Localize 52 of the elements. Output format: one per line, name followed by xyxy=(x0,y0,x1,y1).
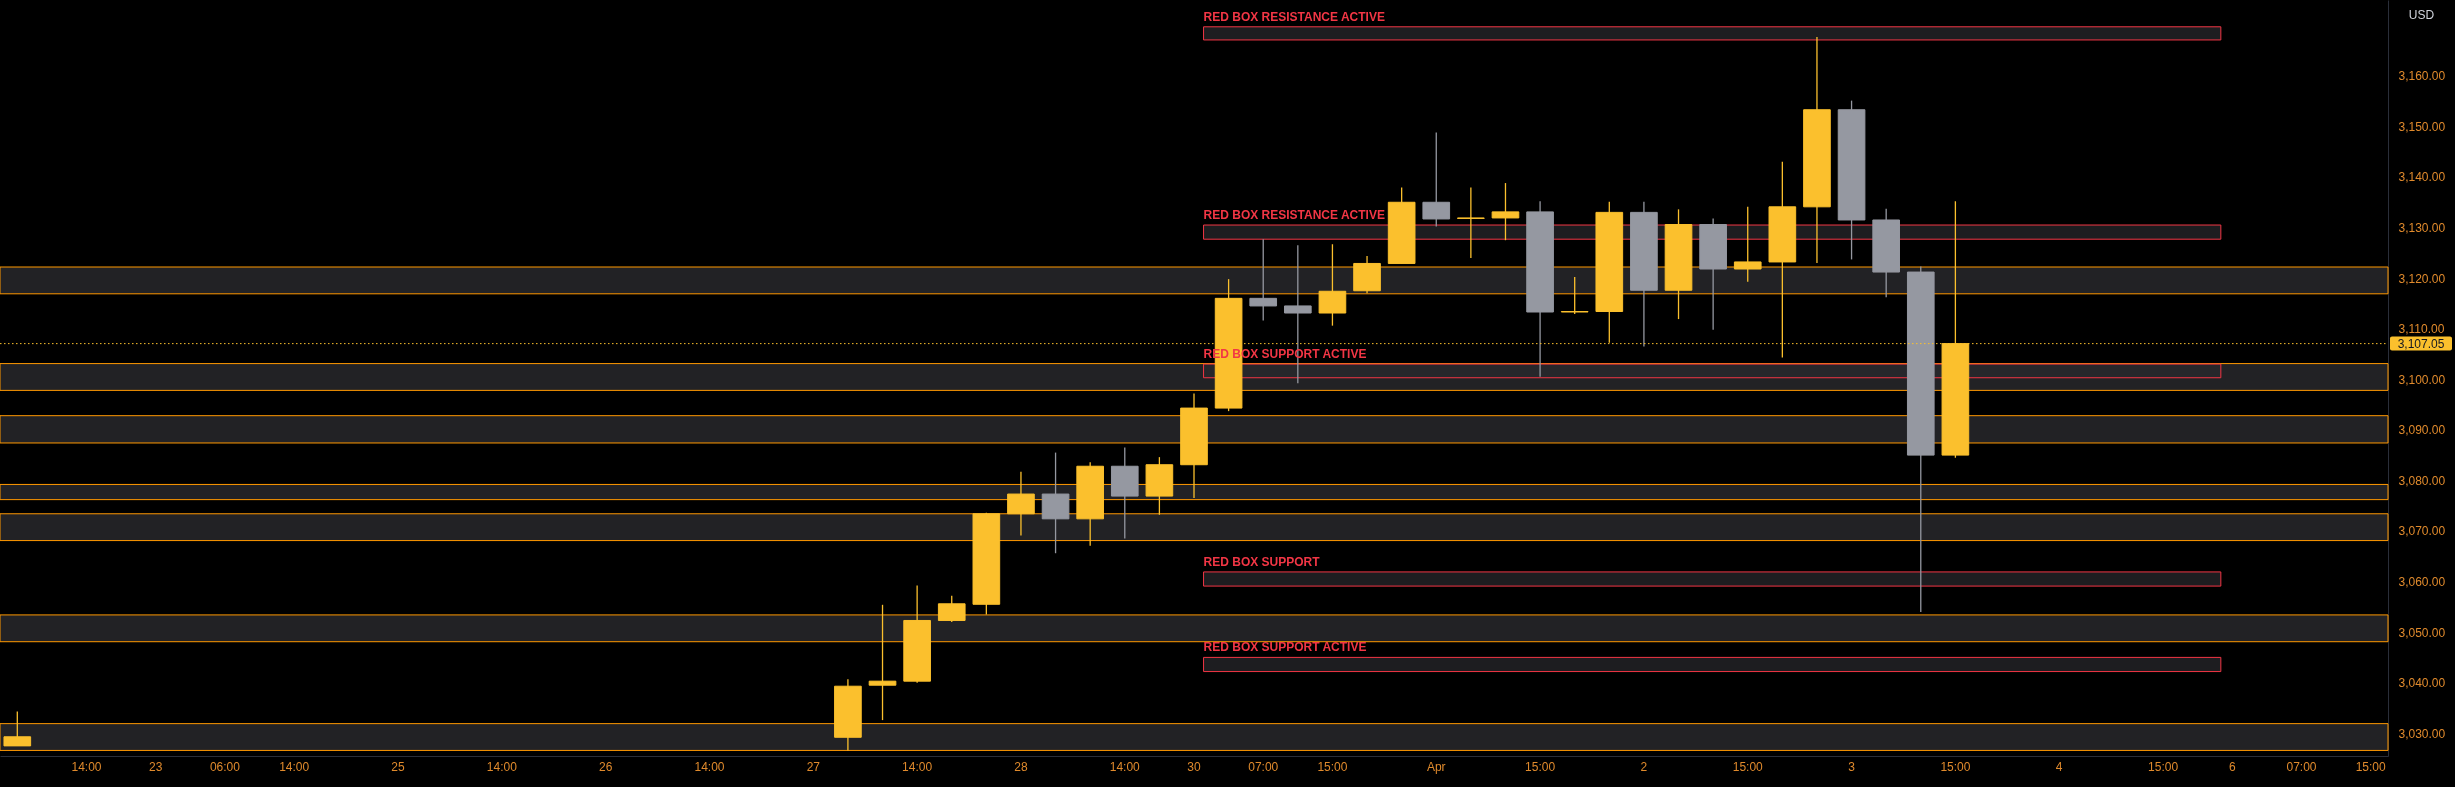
y-tick-label: 3,050.00 xyxy=(2398,625,2446,640)
y-tick-label: 3,070.00 xyxy=(2398,524,2446,539)
y-tick-label: 3,030.00 xyxy=(2398,726,2446,741)
candlestick xyxy=(868,604,897,721)
x-tick-label: 14:00 xyxy=(1109,759,1141,774)
y-tick-label: 3,080.00 xyxy=(2398,473,2446,488)
y-tick-label: 3,100.00 xyxy=(2398,372,2446,387)
candlestick xyxy=(1560,276,1589,315)
x-tick-label: 26 xyxy=(598,759,613,774)
y-tick-label: 3,110.00 xyxy=(2398,322,2445,337)
x-tick-label: 15:00 xyxy=(2148,759,2179,774)
y-tick-label: 3,160.00 xyxy=(2398,69,2446,84)
x-tick-label: 23 xyxy=(149,759,163,774)
y-tick-label: 3,150.00 xyxy=(2398,119,2446,134)
x-tick-label: Apr xyxy=(1426,759,1446,774)
x-tick-label: 15:00 xyxy=(1732,759,1764,774)
x-tick-label: 30 xyxy=(1187,759,1201,774)
x-tick-label: 15:00 xyxy=(1525,759,1556,774)
x-tick-label: 15:00 xyxy=(2355,759,2387,774)
ref-line-label: 3,107.05 xyxy=(2397,336,2445,351)
band-label: RED BOX RESISTANCE ACTIVE xyxy=(1203,9,1385,24)
x-tick-label: 06:00 xyxy=(209,759,241,774)
y-tick-label: 3,040.00 xyxy=(2398,676,2446,691)
x-tick-label: 07:00 xyxy=(2286,759,2317,774)
y-axis-title: USD xyxy=(2408,7,2435,22)
y-tick-label: 3,090.00 xyxy=(2398,423,2446,438)
y-tick-label: 3,120.00 xyxy=(2398,271,2446,286)
x-tick-label: 27 xyxy=(806,759,821,774)
x-tick-label: 14:00 xyxy=(71,759,102,774)
x-tick-label: 14:00 xyxy=(279,759,310,774)
x-tick-label: 14:00 xyxy=(902,759,933,774)
candlestick xyxy=(1249,238,1278,322)
x-tick-label: 15:00 xyxy=(1317,759,1348,774)
x-tick-label: 15:00 xyxy=(1940,759,1971,774)
y-tick-label: 3,140.00 xyxy=(2398,170,2446,185)
x-tick-label: 07:00 xyxy=(1248,759,1279,774)
x-tick-label: 28 xyxy=(1014,759,1028,774)
candlestick xyxy=(1733,206,1762,283)
x-tick-label: 14:00 xyxy=(486,759,518,774)
band-label: RED BOX SUPPORT ACTIVE xyxy=(1203,640,1367,655)
band-label: RED BOX SUPPORT xyxy=(1203,554,1321,569)
y-tick-label: 3,060.00 xyxy=(2398,575,2446,590)
y-tick-label: 3,130.00 xyxy=(2398,221,2446,236)
x-tick-label: 2 xyxy=(1640,759,1648,774)
x-tick-label: 3 xyxy=(1848,759,1856,774)
x-tick-label: 14:00 xyxy=(694,759,725,774)
x-tick-label: 6 xyxy=(2228,759,2236,774)
band-label: RED BOX RESISTANCE ACTIVE xyxy=(1203,208,1385,223)
candlestick xyxy=(1457,186,1485,259)
x-tick-label: 25 xyxy=(391,759,405,774)
x-tick-label: 4 xyxy=(2055,759,2063,774)
candlestick xyxy=(1491,182,1520,241)
